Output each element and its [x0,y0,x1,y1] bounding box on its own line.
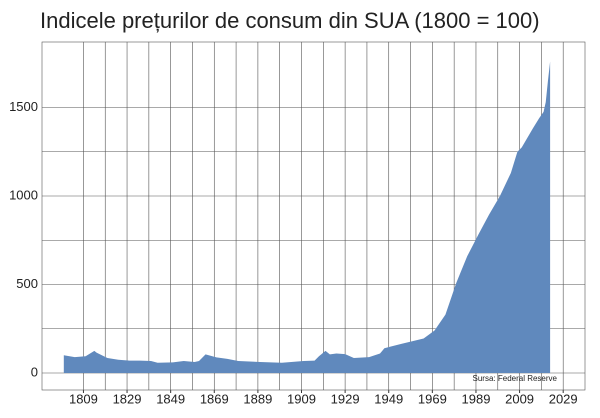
y-tick-label: 0 [31,364,38,379]
x-tick-label: 2029 [549,391,578,406]
y-tick-label: 1000 [9,187,38,202]
y-tick-label: 500 [16,276,38,291]
annotation: Sursa: Federal Reserve [473,374,558,383]
x-tick-label: 1929 [331,391,360,406]
x-tick-label: 1969 [418,391,447,406]
x-tick-label: 1809 [69,391,98,406]
y-tick-label: 1500 [9,99,38,114]
x-tick-label: 1909 [287,391,316,406]
x-tick-label: 1889 [243,391,272,406]
area [63,61,551,374]
x-tick-label: 1869 [200,391,229,406]
x-tick-label: 1849 [156,391,185,406]
x-tick-label: 1949 [374,391,403,406]
plot-border [41,41,586,391]
x-tick-label: 2009 [505,391,534,406]
chart-title: Indicele prețurilor de consum din SUA (1… [40,8,540,33]
x-tick-label: 1829 [113,391,142,406]
x-tick-label: 1989 [462,391,491,406]
